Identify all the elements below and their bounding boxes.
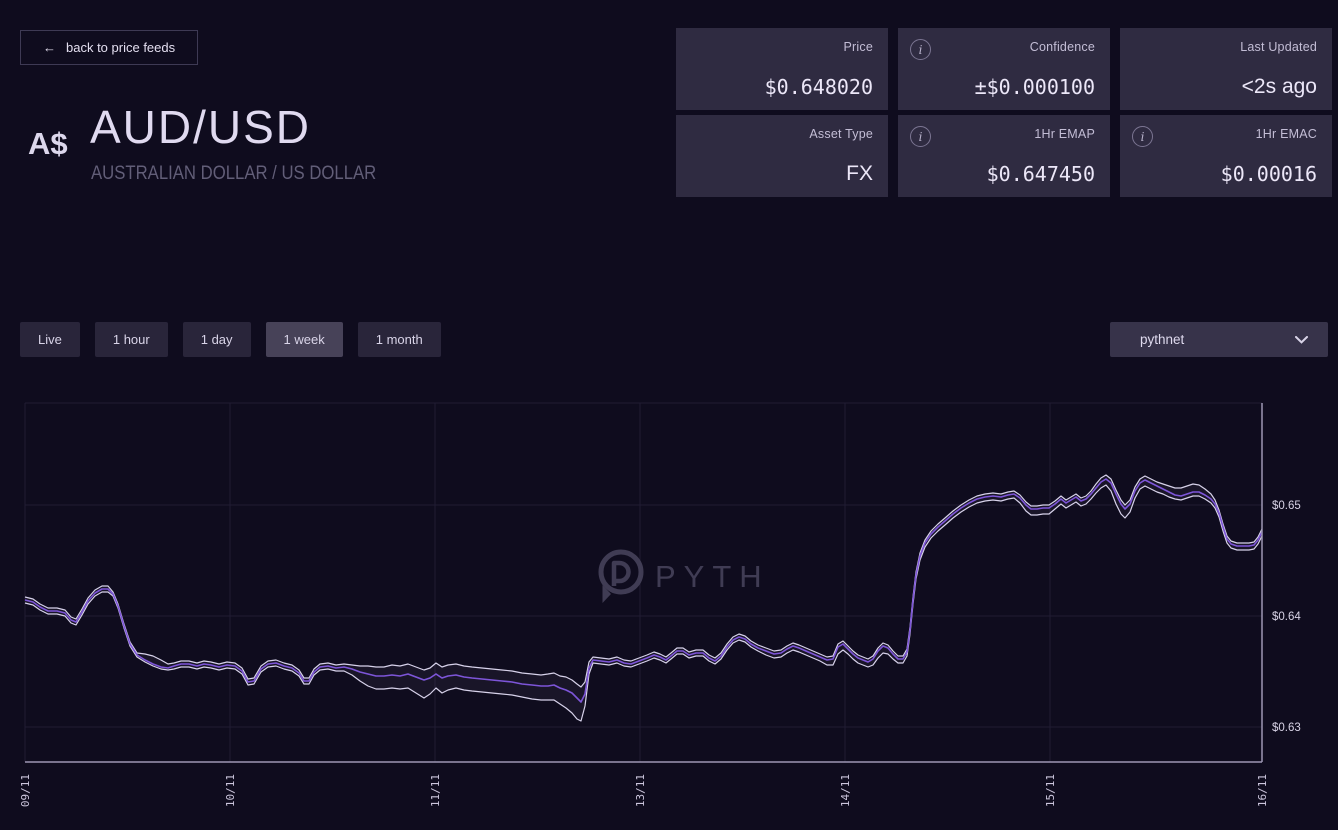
info-icon[interactable]: i: [910, 39, 931, 60]
stat-card-1hr-emac: i 1Hr EMAC $0.00016: [1120, 115, 1332, 197]
asset-symbol-badge: A$: [28, 126, 68, 161]
svg-text:$0.63: $0.63: [1272, 722, 1301, 734]
pyth-watermark: PYTH: [598, 549, 770, 603]
svg-text:PYTH: PYTH: [655, 559, 770, 594]
y-tick-labels: $0.65 $0.64 $0.63: [1272, 500, 1301, 734]
network-select-value: pythnet: [1140, 332, 1185, 347]
svg-text:15/11: 15/11: [1044, 774, 1057, 807]
price-line: [24, 478, 1263, 703]
back-to-price-feeds-button[interactable]: ← back to price feeds: [20, 30, 199, 65]
svg-text:13/11: 13/11: [634, 774, 647, 807]
x-tick-labels: 09/11 10/11 11/11 13/11 14/11 15/11 16/11: [19, 774, 1269, 807]
stat-card-price: i Price $0.648020: [676, 28, 888, 110]
stat-label: Last Updated: [1240, 40, 1317, 54]
confidence-upper-line: [24, 474, 1263, 688]
stat-value: $0.647450: [986, 162, 1095, 186]
stat-label: Asset Type: [809, 127, 873, 141]
svg-text:09/11: 09/11: [19, 774, 32, 807]
stats-grid: i Price $0.648020 i Confidence ±$0.00010…: [676, 28, 1332, 197]
stat-value: ±$0.000100: [974, 75, 1095, 99]
range-button-1-month[interactable]: 1 month: [357, 322, 441, 357]
time-range-group: Live 1 hour 1 day 1 week 1 month: [20, 322, 441, 357]
stat-value: $0.00016: [1220, 162, 1317, 186]
info-icon[interactable]: i: [910, 126, 931, 147]
svg-text:14/11: 14/11: [839, 774, 852, 807]
stat-card-1hr-emap: i 1Hr EMAP $0.647450: [898, 115, 1110, 197]
confidence-band: [25, 475, 1262, 721]
back-arrow-icon: ←: [43, 40, 56, 55]
range-button-live[interactable]: Live: [20, 322, 80, 357]
stat-card-asset-type: i Asset Type FX: [676, 115, 888, 197]
range-button-1-week[interactable]: 1 week: [265, 322, 343, 357]
info-icon[interactable]: i: [1132, 126, 1153, 147]
network-select[interactable]: pythnet: [1110, 322, 1328, 357]
range-button-1-day[interactable]: 1 day: [182, 322, 251, 357]
stat-label: 1Hr EMAP: [1034, 127, 1095, 141]
range-button-1-hour[interactable]: 1 hour: [94, 322, 168, 357]
svg-text:$0.65: $0.65: [1272, 500, 1301, 512]
stat-card-last-updated: i Last Updated <2s ago: [1120, 28, 1332, 110]
page-subtitle: AUSTRALIAN DOLLAR / US DOLLAR: [91, 163, 377, 184]
chart-gridlines: [24, 402, 1263, 762]
svg-text:10/11: 10/11: [224, 774, 237, 807]
stat-value: $0.648020: [764, 75, 873, 99]
stat-value: <2s ago: [1241, 75, 1317, 98]
chevron-down-icon: [1295, 336, 1308, 344]
confidence-lower-line: [24, 484, 1263, 722]
stat-label: Confidence: [1029, 40, 1095, 54]
stat-label: 1Hr EMAC: [1255, 127, 1317, 141]
svg-text:16/11: 16/11: [1256, 774, 1269, 807]
back-button-label: back to price feeds: [66, 40, 176, 55]
svg-text:11/11: 11/11: [429, 774, 442, 807]
stat-value: FX: [846, 162, 873, 185]
stat-label: Price: [843, 40, 873, 54]
page-title: AUD/USD: [90, 101, 312, 153]
stat-card-confidence: i Confidence ±$0.000100: [898, 28, 1110, 110]
svg-text:$0.64: $0.64: [1272, 611, 1301, 623]
